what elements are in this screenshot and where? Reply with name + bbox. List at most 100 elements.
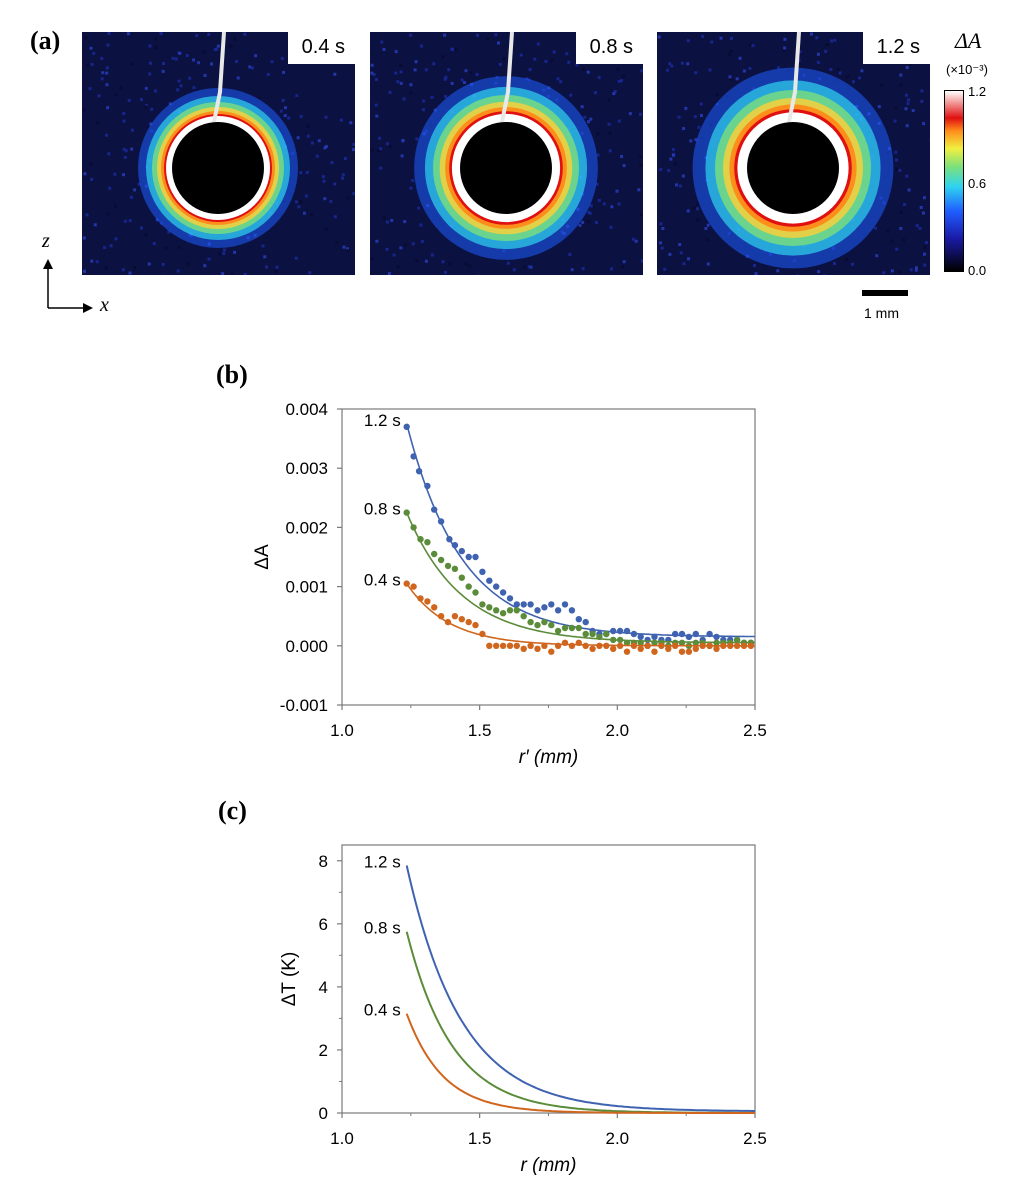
noise-speckle bbox=[106, 43, 110, 47]
noise-speckle bbox=[742, 69, 746, 73]
noise-speckle bbox=[710, 40, 714, 44]
noise-speckle bbox=[874, 226, 877, 230]
data-point bbox=[733, 636, 741, 644]
noise-speckle bbox=[559, 80, 563, 84]
noise-speckle bbox=[637, 188, 641, 192]
noise-speckle bbox=[202, 50, 206, 54]
data-point bbox=[740, 639, 748, 646]
noise-speckle bbox=[552, 50, 556, 54]
noise-speckle bbox=[595, 182, 599, 186]
noise-speckle bbox=[235, 60, 239, 64]
noise-speckle bbox=[270, 60, 274, 64]
noise-speckle bbox=[109, 244, 113, 248]
noise-speckle bbox=[147, 262, 151, 266]
data-point bbox=[727, 636, 734, 644]
noise-speckle bbox=[610, 267, 614, 271]
thermal-image-2 bbox=[370, 32, 643, 275]
noise-speckle bbox=[167, 230, 171, 234]
noise-speckle bbox=[749, 43, 753, 47]
data-point bbox=[665, 636, 672, 644]
noise-speckle bbox=[178, 51, 182, 55]
noise-speckle bbox=[580, 105, 584, 109]
noise-speckle bbox=[296, 136, 300, 140]
noise-speckle bbox=[608, 131, 612, 135]
noise-speckle bbox=[640, 259, 643, 263]
noise-speckle bbox=[129, 195, 133, 199]
scale-bar-label: 1 mm bbox=[864, 305, 899, 321]
data-point bbox=[658, 636, 665, 644]
data-point bbox=[589, 630, 596, 638]
data-point bbox=[431, 550, 438, 558]
noise-speckle bbox=[852, 80, 855, 84]
noise-speckle bbox=[388, 90, 392, 94]
noise-speckle bbox=[701, 34, 705, 38]
noise-speckle bbox=[893, 119, 897, 123]
noise-speckle bbox=[222, 251, 226, 255]
noise-speckle bbox=[297, 205, 301, 209]
noise-speckle bbox=[886, 229, 890, 233]
noise-speckle bbox=[704, 227, 708, 230]
noise-speckle bbox=[671, 148, 675, 152]
data-point bbox=[410, 524, 417, 531]
data-point bbox=[596, 633, 603, 641]
z-arrow-head bbox=[43, 259, 53, 269]
data-point bbox=[534, 607, 541, 614]
noise-speckle bbox=[622, 74, 625, 78]
noise-speckle bbox=[550, 59, 554, 63]
noise-speckle bbox=[370, 257, 374, 260]
noise-speckle bbox=[899, 83, 903, 87]
data-point bbox=[415, 468, 423, 475]
noise-speckle bbox=[161, 69, 165, 73]
noise-speckle bbox=[370, 71, 374, 75]
noise-speckle bbox=[825, 43, 829, 47]
noise-speckle bbox=[411, 242, 415, 246]
data-point bbox=[410, 453, 417, 460]
noise-speckle bbox=[207, 257, 211, 261]
data-point bbox=[541, 618, 548, 626]
data-point bbox=[479, 630, 486, 638]
noise-speckle bbox=[570, 268, 574, 272]
noise-speckle bbox=[875, 254, 879, 258]
noise-speckle bbox=[583, 115, 587, 119]
data-point bbox=[506, 642, 514, 649]
data-point bbox=[575, 639, 582, 646]
noise-speckle bbox=[130, 128, 134, 132]
data-point bbox=[575, 616, 582, 623]
noise-speckle bbox=[902, 238, 906, 242]
noise-speckle bbox=[233, 250, 237, 254]
data-point bbox=[527, 601, 534, 608]
noise-speckle bbox=[203, 73, 207, 77]
noise-speckle bbox=[612, 92, 616, 96]
noise-speckle bbox=[375, 239, 379, 243]
noise-speckle bbox=[586, 70, 590, 74]
noise-speckle bbox=[659, 222, 663, 226]
noise-speckle bbox=[154, 37, 158, 41]
data-point bbox=[747, 639, 755, 646]
noise-speckle bbox=[114, 204, 117, 208]
data-point bbox=[554, 607, 562, 614]
noise-speckle bbox=[668, 62, 672, 66]
noise-speckle bbox=[895, 247, 899, 251]
noise-speckle bbox=[130, 147, 134, 151]
noise-speckle bbox=[587, 120, 590, 124]
noise-speckle bbox=[565, 52, 569, 56]
noise-speckle bbox=[107, 152, 111, 156]
series-line-1.2s bbox=[405, 865, 755, 1112]
noise-speckle bbox=[613, 90, 617, 93]
noise-speckle bbox=[694, 71, 698, 75]
noise-speckle bbox=[783, 37, 787, 41]
noise-speckle bbox=[833, 38, 837, 42]
data-point bbox=[472, 621, 479, 629]
data-point bbox=[720, 639, 727, 646]
noise-speckle bbox=[905, 66, 909, 69]
panel-b-label: (b) bbox=[216, 360, 248, 389]
x-tick-label: 2.0 bbox=[606, 1129, 630, 1148]
noise-speckle bbox=[796, 274, 799, 275]
data-point bbox=[610, 627, 617, 635]
data-point bbox=[479, 601, 486, 608]
noise-speckle bbox=[330, 161, 334, 165]
data-point bbox=[554, 642, 562, 649]
data-point bbox=[603, 630, 610, 638]
series-line-0.4s bbox=[405, 1013, 755, 1114]
noise-speckle bbox=[341, 173, 345, 177]
